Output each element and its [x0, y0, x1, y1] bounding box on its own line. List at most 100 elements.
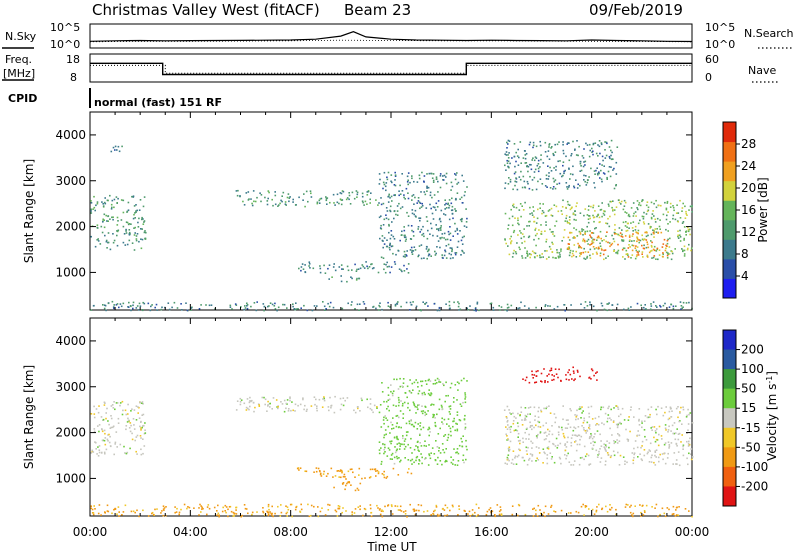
echo-cell — [572, 370, 575, 372]
echo-cell — [567, 142, 569, 144]
echo-cell — [506, 456, 509, 459]
echo-cell — [251, 202, 253, 205]
echo-cell — [354, 411, 357, 414]
echo-cell — [235, 509, 237, 511]
echo-cell — [689, 228, 691, 231]
echo-cell — [107, 220, 109, 222]
echo-cell — [682, 301, 685, 304]
echo-cell — [452, 257, 454, 259]
echo-cell — [562, 152, 565, 155]
echo-cell — [393, 210, 396, 213]
echo-cell — [300, 503, 302, 506]
echo-cell — [476, 301, 479, 304]
echo-cell — [366, 191, 369, 193]
echo-cell — [437, 191, 439, 193]
echo-cell — [533, 171, 536, 173]
echo-cell — [546, 406, 548, 409]
echo-cell — [507, 160, 510, 162]
echo-cell — [524, 419, 527, 421]
echo-cell — [90, 212, 93, 214]
echo-cell — [454, 208, 456, 210]
echo-cell — [615, 513, 617, 516]
nave-label: Nave — [748, 64, 776, 77]
echo-cell — [630, 504, 632, 507]
echo-cell — [436, 206, 439, 208]
echo-cell — [394, 451, 397, 454]
echo-cell — [151, 512, 153, 515]
echo-cell — [585, 432, 587, 434]
echo-cell — [381, 473, 384, 475]
echo-cell — [383, 434, 386, 436]
echo-cell — [106, 438, 109, 441]
echo-cell — [548, 175, 550, 178]
echo-cell — [586, 453, 588, 455]
echo-cell — [339, 192, 342, 194]
echo-cell — [390, 442, 392, 445]
echo-cell — [506, 141, 508, 144]
echo-cell — [313, 305, 316, 307]
echo-cell — [377, 204, 379, 206]
echo-cell — [232, 515, 235, 517]
echo-cell — [510, 208, 512, 211]
echo-cell — [617, 433, 619, 435]
echo-cell — [515, 417, 517, 419]
freq-panel-frame — [89, 53, 693, 83]
echo-cell — [669, 237, 671, 240]
echo-cell — [613, 213, 616, 216]
echo-cell — [679, 411, 681, 413]
echo-cell — [448, 252, 451, 255]
echo-cell — [537, 459, 540, 461]
echo-cell — [404, 457, 406, 459]
echo-cell — [685, 230, 688, 232]
echo-cell — [262, 510, 264, 513]
echo-cell — [464, 401, 467, 404]
echo-cell — [500, 509, 502, 511]
echo-cell — [677, 235, 679, 238]
echo-cell — [106, 220, 108, 222]
echo-cell — [626, 461, 628, 464]
echo-cell — [531, 214, 534, 216]
echo-cell — [579, 170, 581, 172]
echo-cell — [573, 186, 576, 189]
velocity-colorbar-swatch — [723, 388, 736, 409]
echo-cell — [509, 412, 511, 414]
echo-cell — [599, 461, 602, 463]
echo-cell — [512, 450, 515, 452]
echo-cell — [593, 374, 595, 377]
echo-cell — [390, 454, 393, 456]
echo-cell — [440, 229, 442, 231]
echo-cell — [675, 305, 677, 307]
echo-cell — [474, 307, 477, 310]
echo-cell — [248, 401, 251, 404]
echo-cell — [97, 425, 99, 427]
echo-cell — [598, 415, 600, 418]
echo-cell — [90, 505, 92, 507]
echo-cell — [617, 243, 619, 246]
echo-cell — [425, 216, 428, 218]
echo-cell — [375, 470, 377, 472]
echo-cell — [378, 173, 381, 175]
echo-cell — [568, 369, 570, 371]
echo-cell — [162, 508, 165, 510]
echo-cell — [623, 419, 626, 421]
echo-cell — [544, 431, 547, 434]
echo-cell — [115, 304, 118, 306]
echo-cell — [314, 403, 316, 406]
echo-cell — [663, 238, 666, 241]
echo-cell — [590, 442, 592, 444]
echo-cell — [385, 263, 387, 266]
echo-cell — [439, 237, 442, 240]
echo-cell — [319, 473, 322, 476]
echo-cell — [574, 210, 576, 212]
echo-cell — [445, 303, 447, 305]
echo-cell — [91, 449, 94, 452]
echo-cell — [638, 250, 640, 253]
echo-cell — [514, 165, 516, 168]
echo-cell — [112, 425, 115, 428]
echo-cell — [378, 304, 380, 307]
echo-cell — [524, 257, 527, 259]
echo-cell — [637, 208, 639, 211]
echo-cell — [586, 257, 588, 259]
echo-cell — [579, 438, 581, 441]
echo-cell — [352, 471, 354, 474]
